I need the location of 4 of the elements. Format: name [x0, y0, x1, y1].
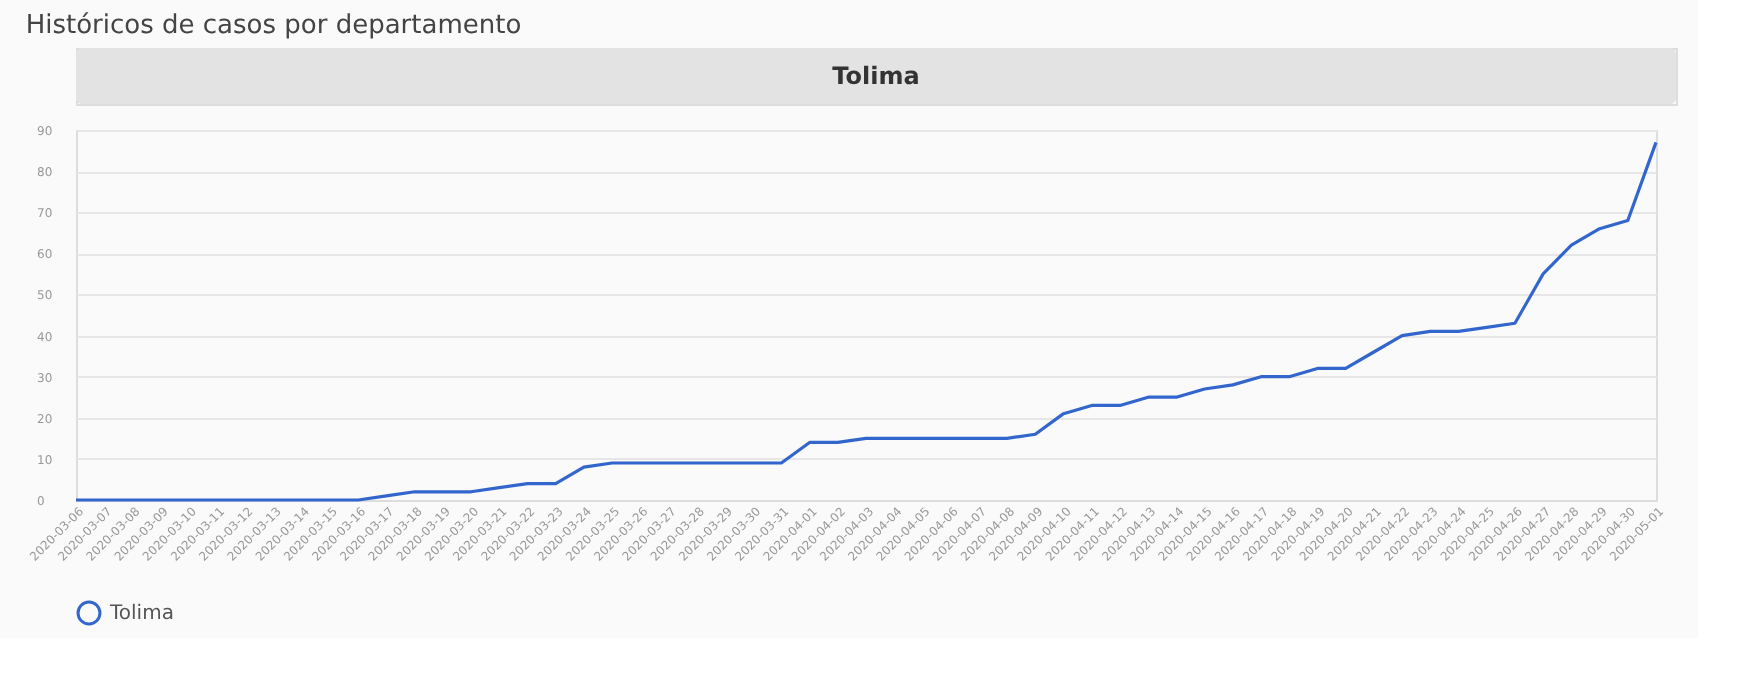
legend-label: Tolima: [108, 603, 174, 625]
chart-title: Históricos de casos por departamento: [25, 11, 522, 41]
line-series: [74, 140, 1658, 502]
chart-subtitle: Tolima: [832, 62, 920, 90]
